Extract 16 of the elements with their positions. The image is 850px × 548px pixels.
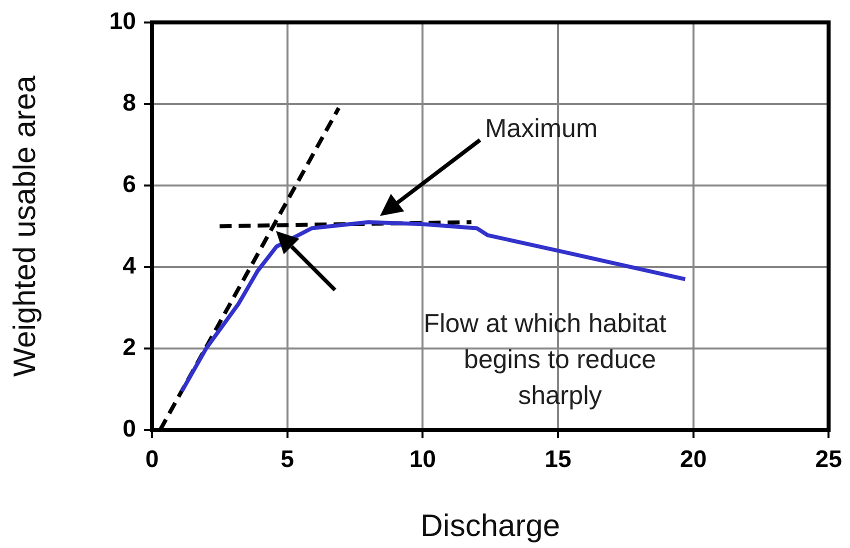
- y-tick-label: 4: [122, 252, 137, 280]
- x-tick-label: 10: [409, 446, 436, 474]
- y-tick-label: 0: [122, 416, 136, 443]
- x-tick-label: 20: [680, 446, 707, 474]
- y-tick-label: 2: [122, 334, 136, 362]
- x-tick-label: 15: [544, 446, 572, 474]
- y-axis-title: Weighted usable area: [7, 74, 42, 377]
- x-tick-label: 0: [145, 446, 159, 474]
- x-tick-label: 5: [280, 446, 294, 474]
- y-tick-label: 8: [122, 90, 136, 117]
- y-tick-label: 6: [122, 171, 136, 198]
- x-axis-title: Discharge: [420, 508, 560, 543]
- annotation: Maximum: [485, 113, 598, 144]
- y-tick-label: 10: [109, 8, 136, 36]
- x-tick-label: 25: [815, 446, 842, 474]
- annotation: Flow at which habitat begins to reduce sharply: [424, 308, 668, 410]
